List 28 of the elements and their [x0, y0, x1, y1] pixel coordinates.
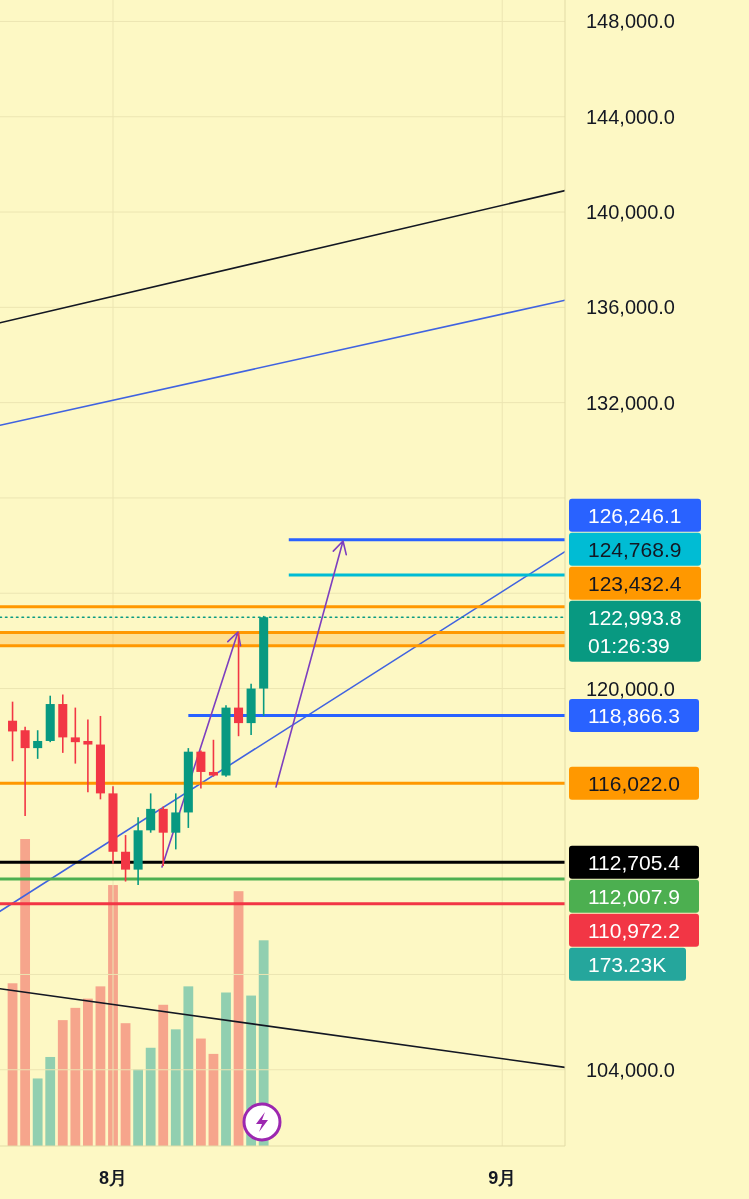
price-badge: 112,705.4: [569, 845, 699, 879]
x-tick-label: 9月: [488, 1168, 517, 1188]
price-badge: 123,432.4: [569, 566, 701, 600]
price-badge: 116,022.0: [569, 766, 699, 800]
x-tick-label: 8月: [99, 1168, 127, 1188]
ref-line-label: 112,007.9: [588, 884, 680, 908]
data-label: 124,768.9: [588, 537, 682, 561]
price-badge: 122,993.8 01:26:39: [569, 600, 701, 662]
price-badge: 173.23K: [569, 947, 686, 981]
data-label: 118,866.3: [588, 704, 680, 728]
data-label: 126,246.1: [588, 503, 682, 527]
ref-line-label: 123,432.4: [588, 571, 682, 595]
price-badge: 118,866.3: [569, 699, 699, 733]
y-tick-label: 120,000.0: [586, 677, 675, 700]
y-tick-label: 148,000.0: [586, 10, 675, 33]
ref-line-label: 116,022.0: [588, 771, 680, 795]
y-tick-label: 132,000.0: [586, 391, 675, 414]
price-badge: 112,007.9: [569, 879, 699, 913]
y-tick-label: 104,000.0: [586, 1058, 675, 1081]
y-tick-label: 144,000.0: [586, 105, 675, 128]
price-badge: 110,972.2: [569, 913, 699, 947]
y-tick-label: 136,000.0: [586, 296, 675, 319]
ref-line-label: 110,972.2: [588, 918, 680, 942]
ref-line-label: 122,993.8 01:26:39: [588, 605, 682, 657]
y-tick-label: 140,000.0: [586, 201, 675, 224]
ref-line-label: 112,705.4: [588, 850, 681, 874]
price-badge: 126,246.1: [569, 498, 701, 532]
price-badge: 124,768.9: [569, 532, 701, 566]
